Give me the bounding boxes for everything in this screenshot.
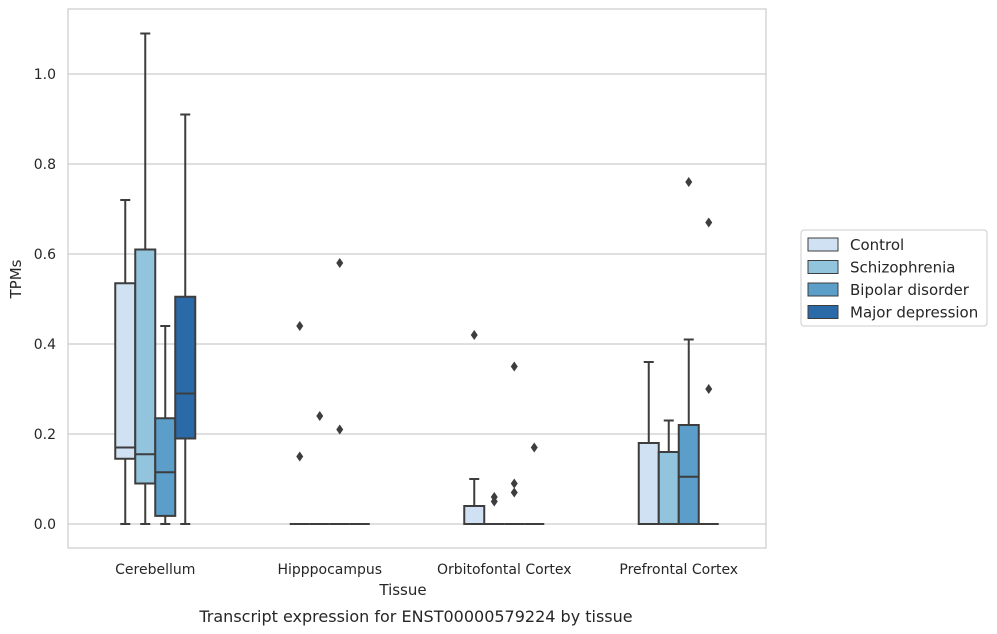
box-3-0 <box>174 113 197 525</box>
box-body <box>114 282 137 460</box>
box-1-1 <box>309 411 330 525</box>
legend-swatch <box>807 305 839 319</box>
outlier-point <box>336 424 344 435</box>
legend-label: Major depression <box>850 304 978 322</box>
x-tick-label: Prefrontal Cortex <box>619 562 738 578</box>
outlier-point <box>510 361 518 372</box>
outlier-point <box>336 258 344 268</box>
y-tick-label: 0.4 <box>34 337 56 353</box>
x-tick-labels: Cerebellum Hipppocampus Orbitofontal Corte… <box>115 562 738 578</box>
outlier-point <box>316 411 324 421</box>
legend-swatch <box>807 260 839 274</box>
x-tick-label: Hipppocampus <box>277 562 382 578</box>
outlier-point <box>705 217 713 228</box>
y-tick-label: 0.0 <box>34 517 56 533</box>
x-tick-label: Orbitofontal Cortex <box>437 562 572 578</box>
box-0-3 <box>637 361 660 525</box>
box-body <box>677 424 700 525</box>
box-group <box>114 32 719 525</box>
box-2-0 <box>154 325 177 525</box>
box-2-3 <box>677 177 700 525</box>
box-body <box>134 248 157 485</box>
outlier-point <box>510 478 518 489</box>
box-1-0 <box>134 32 157 525</box>
box-body <box>154 417 177 517</box>
y-tick-label: 1.0 <box>34 67 56 83</box>
box-body <box>463 505 486 525</box>
outlier-point <box>705 384 713 394</box>
chart-caption: Transcript expression for ENST0000057922… <box>198 607 632 626</box>
x-axis-label: Tissue <box>378 581 426 599</box>
box-3-3 <box>698 217 719 525</box>
outlier-point <box>296 321 304 331</box>
box-body <box>174 295 197 440</box>
outlier-point <box>510 487 518 498</box>
box-2-1 <box>329 258 350 525</box>
legend-label: Bipolar disorder <box>850 281 970 299</box>
y-tick-label: 0.2 <box>34 427 56 443</box>
outlier-point <box>530 442 538 453</box>
box-0-0 <box>114 199 137 525</box>
legend-label: Schizophrenia <box>850 259 955 277</box>
legend-label: Control <box>850 236 904 254</box>
outlier-point <box>296 451 304 462</box>
box-3-2 <box>524 442 545 525</box>
box-1-2 <box>484 492 505 525</box>
outlier-point <box>470 330 478 340</box>
y-tick-labels: 0.0 0.2 0.4 0.6 0.8 1.0 <box>34 67 56 533</box>
box-2-2 <box>504 361 525 525</box>
box-0-1 <box>289 321 310 525</box>
box-body <box>657 451 680 525</box>
legend-frame <box>800 229 988 327</box>
box-0-2 <box>463 330 486 525</box>
outlier-point <box>685 177 693 187</box>
outlier-point <box>490 496 498 507</box>
legend-swatch <box>807 282 839 297</box>
y-tick-label: 0.8 <box>34 157 56 173</box>
y-tick-label: 0.6 <box>34 247 56 263</box>
legend-swatch <box>807 237 839 252</box>
x-tick-label: Cerebellum <box>115 562 195 578</box>
legend: Control Schizophrenia Bipolar disorder Majo… <box>800 229 988 327</box>
plot-frame <box>67 8 767 549</box>
box-body <box>637 442 660 525</box>
y-axis-label: TPMs <box>7 259 25 299</box>
